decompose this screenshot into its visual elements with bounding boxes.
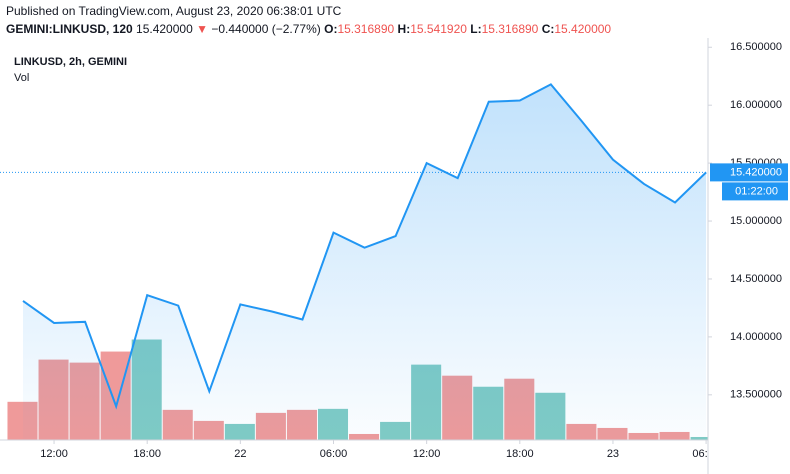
c-label: C:	[541, 22, 555, 36]
y-tick-label: 16.500000	[730, 41, 782, 53]
header: Published on TradingView.com, August 23,…	[0, 0, 790, 38]
y-tick-label: 15.000000	[730, 215, 782, 227]
l-label: L:	[470, 22, 482, 36]
symbol: GEMINI:LINKUSD, 120	[6, 22, 133, 36]
h-value: 15.541920	[410, 22, 467, 36]
last-price-label: 15.420000	[730, 166, 782, 178]
arrow: ▼	[196, 22, 208, 36]
published: Published on TradingView.com, August 23,…	[6, 4, 342, 18]
h-label: H:	[397, 22, 411, 36]
x-tick-label: 22	[234, 448, 246, 460]
x-tick-label: 12:00	[40, 448, 68, 460]
x-tick-label: 18:00	[506, 448, 534, 460]
y-tick-label: 13.500000	[730, 389, 782, 401]
x-tick-label: 23	[607, 448, 619, 460]
last-price-box	[710, 163, 788, 182]
legend-vol: Vol	[14, 72, 29, 84]
l-value: 15.316890	[481, 22, 539, 36]
y-axis-bg	[708, 38, 790, 474]
legend-symbol: LINKUSD, 2h, GEMINI	[14, 56, 127, 68]
countdown-label: 01:22:00	[735, 185, 778, 197]
o-label: O:	[324, 22, 338, 36]
change: −0.440000 (−2.77%)	[211, 22, 321, 36]
price-line	[22, 83, 707, 410]
x-tick-label: 18:00	[133, 448, 161, 460]
last: 15.420000	[136, 22, 193, 36]
countdown-box	[722, 182, 788, 201]
y-tick-label: 16.000000	[730, 99, 782, 111]
y-tick-label: 14.000000	[730, 331, 782, 343]
x-tick-label: 12:00	[413, 448, 441, 460]
x-tick-label: 06:00	[320, 448, 348, 460]
c-value: 15.420000	[554, 22, 612, 36]
o-value: 15.316890	[337, 22, 395, 36]
symbol-line: GEMINI:LINKUSD, 120 15.420000 ▼ −0.44000…	[6, 22, 611, 36]
y-tick-label: 14.500000	[730, 273, 782, 285]
